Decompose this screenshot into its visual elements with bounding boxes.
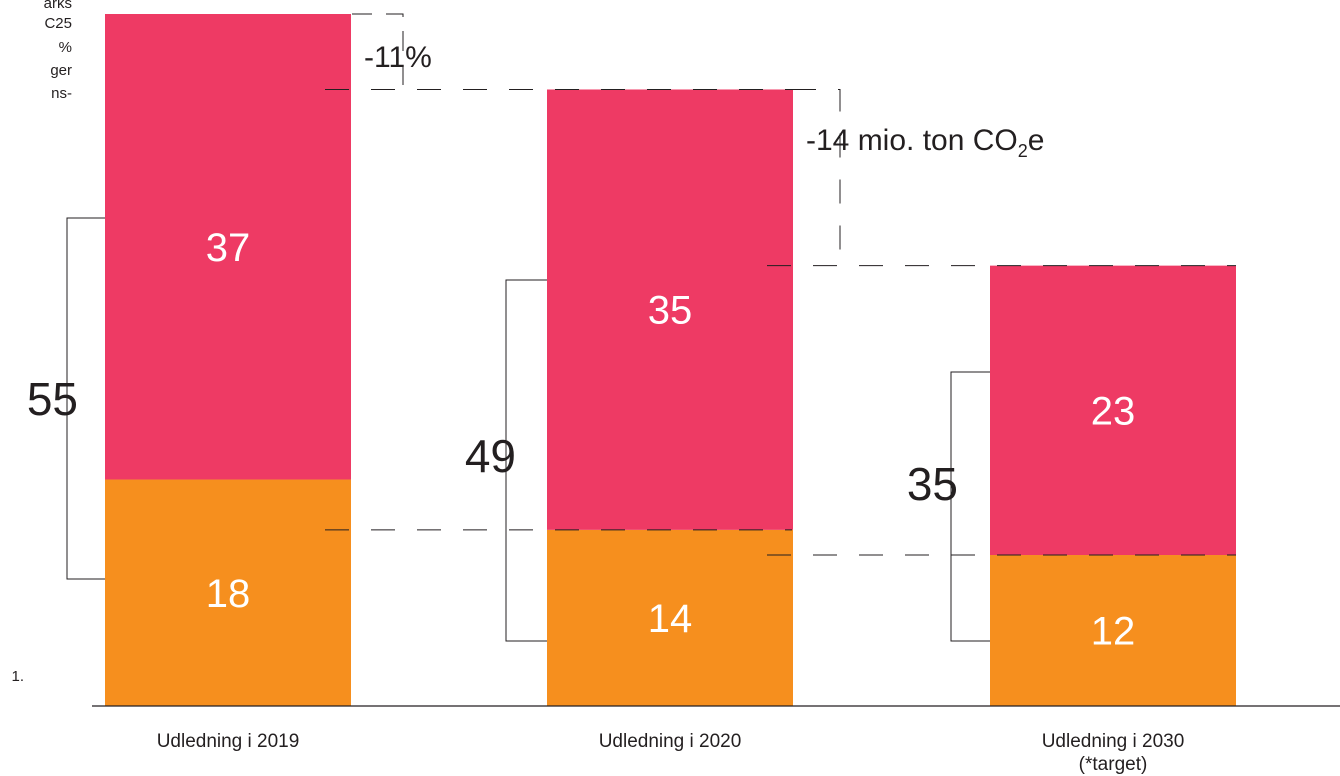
total-label: 55	[27, 373, 78, 425]
category-label: Udledning i 2030	[1042, 731, 1185, 752]
bar-segment-2-1	[105, 14, 351, 480]
bar-value-label: 35	[648, 289, 693, 333]
bar-value-label: 12	[1091, 610, 1136, 654]
difference-label-2: -14 mio. ton CO2e	[806, 124, 1044, 161]
clipped-text-line-4: ger	[50, 62, 72, 79]
clipped-text-line-1: arks	[43, 0, 72, 12]
category-label: Udledning i 2019	[157, 731, 300, 752]
clipped-text-line-6: 1.	[11, 668, 24, 685]
difference-bracket-2	[792, 88, 841, 266]
category-label: Udledning i 2020	[599, 731, 742, 752]
total-label: 35	[907, 458, 958, 510]
total-bracket	[505, 279, 547, 642]
bar-segment-2-3	[990, 265, 1236, 556]
total-bracket	[66, 217, 105, 580]
bar-segment-2-2	[547, 89, 793, 530]
bar-value-label: 18	[206, 572, 251, 616]
bar-value-label: 37	[206, 226, 251, 270]
bar-value-label: 23	[1091, 389, 1136, 433]
difference-bracket-1	[352, 13, 404, 90]
difference-label-1: -11%	[364, 41, 432, 74]
bar-value-label: 14	[648, 597, 693, 641]
bar-segment-1-1	[105, 479, 351, 706]
total-bracket	[950, 371, 990, 642]
clipped-text-line-2: C25	[44, 15, 72, 32]
clipped-text-line-3: %	[58, 39, 72, 56]
category-note-label: (*target)	[1079, 754, 1148, 775]
bar-segment-1-2	[547, 529, 793, 706]
total-label: 49	[465, 430, 516, 482]
bar-segment-1-3	[990, 555, 1236, 706]
clipped-text-line-5: ns-	[51, 85, 72, 102]
